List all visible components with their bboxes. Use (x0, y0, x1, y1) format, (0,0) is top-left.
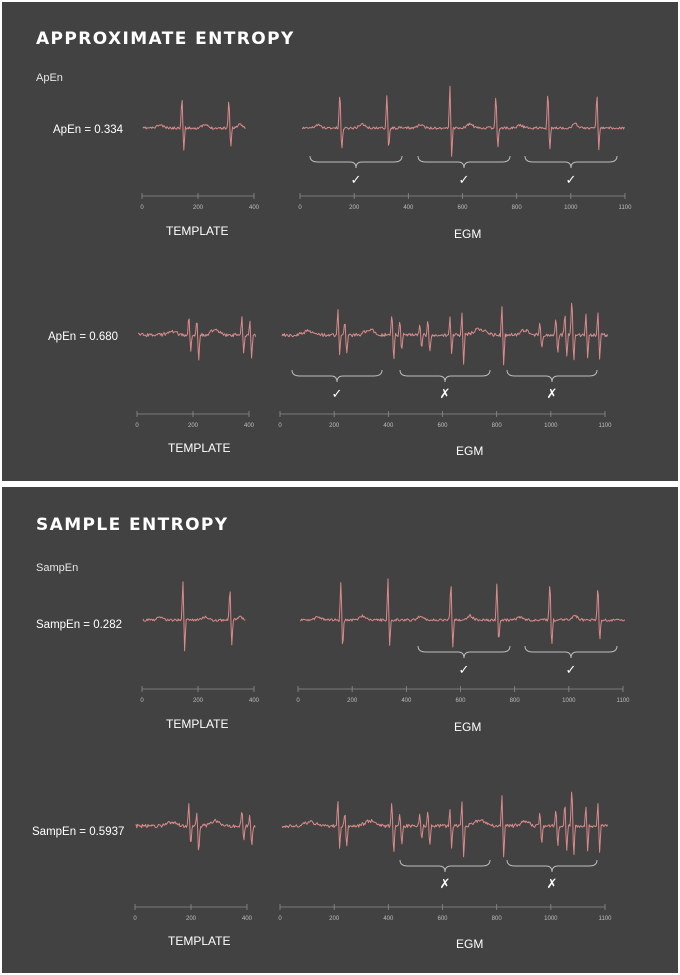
sample-entropy-panel: SAMPLE ENTROPY SampEn SampEn = 0.282 TEM… (2, 487, 678, 973)
template-axis-tick-label: 200 (193, 205, 204, 211)
row-label: SampEn = 0.5937 (32, 826, 125, 838)
egm-axis-tick-label: 800 (512, 205, 523, 211)
panel-title: SAMPLE ENTROPY (36, 515, 229, 535)
egm-axis-tick-label: 1000 (544, 916, 558, 922)
template-axis-tick-label: 0 (135, 423, 139, 429)
window-brace (399, 369, 491, 383)
egm-axis-tick-label: 1000 (562, 698, 576, 704)
egm-caption: EGM (454, 227, 482, 241)
template-trace (142, 581, 246, 652)
panel-title: APPROXIMATE ENTROPY (36, 29, 295, 49)
egm-caption: EGM (456, 937, 484, 951)
window-brace (417, 645, 511, 659)
cross-icon: ✗ (547, 387, 558, 402)
template-trace (135, 803, 256, 851)
check-icon: ✓ (566, 663, 577, 678)
check-icon: ✓ (459, 663, 470, 678)
check-icon: ✓ (351, 173, 362, 188)
window-brace (417, 155, 511, 169)
egm-caption: EGM (454, 720, 482, 734)
cross-icon: ✗ (440, 877, 451, 892)
window-brace (309, 155, 403, 169)
cross-icon: ✗ (547, 877, 558, 892)
template-caption: TEMPLATE (166, 224, 229, 238)
egm-trace (281, 302, 609, 366)
egm-axis-tick-label: 0 (278, 423, 282, 429)
egm-axis-tick-label: 600 (437, 423, 448, 429)
template-axis-tick-label: 0 (133, 916, 137, 922)
egm-axis-tick-label: 600 (437, 916, 448, 922)
egm-axis-tick-label: 600 (455, 698, 466, 704)
egm-trace (301, 85, 625, 157)
window-brace (506, 369, 598, 383)
egm-trace (299, 578, 626, 648)
row-label: ApEn = 0.334 (53, 124, 124, 136)
egm-axis-tick-label: 400 (403, 205, 414, 211)
egm-axis-tick-label: 200 (329, 916, 340, 922)
panel-subtitle: ApEn (36, 72, 63, 84)
template-axis-tick-label: 0 (140, 698, 144, 704)
template-caption: TEMPLATE (168, 441, 231, 455)
panel-subtitle: SampEn (36, 562, 79, 574)
egm-axis-tick-label: 1100 (599, 916, 613, 922)
window-brace (524, 645, 618, 659)
egm-axis-tick-label: 200 (329, 423, 340, 429)
egm-axis-tick-label: 0 (278, 916, 282, 922)
row-label: ApEn = 0.680 (48, 331, 119, 343)
egm-axis-tick-label: 1000 (564, 205, 578, 211)
egm-axis-tick-label: 1100 (599, 423, 613, 429)
template-axis-tick-label: 200 (193, 698, 204, 704)
egm-axis-tick-label: 600 (457, 205, 468, 211)
template-axis-tick-label: 0 (140, 205, 144, 211)
window-brace (506, 859, 598, 873)
approximate-entropy-panel: APPROXIMATE ENTROPY ApEn ApEn = 0.334 TE… (2, 2, 678, 481)
check-icon: ✓ (566, 173, 577, 188)
egm-trace (281, 791, 609, 858)
cross-icon: ✗ (440, 387, 451, 402)
template-axis-tick-label: 200 (186, 916, 197, 922)
window-brace (399, 859, 491, 873)
egm-axis-tick-label: 400 (383, 916, 394, 922)
row-label: SampEn = 0.282 (36, 619, 122, 631)
egm-axis-tick-label: 200 (347, 698, 358, 704)
egm-axis-tick-label: 400 (401, 698, 412, 704)
template-axis-tick-label: 400 (249, 698, 260, 704)
template-axis-tick-label: 400 (242, 916, 253, 922)
egm-axis-tick-label: 800 (492, 916, 503, 922)
window-brace (291, 369, 383, 383)
template-axis-tick-label: 400 (249, 205, 260, 211)
egm-axis-tick-label: 1000 (544, 423, 558, 429)
template-axis-tick-label: 200 (188, 423, 199, 429)
window-brace (524, 155, 618, 169)
template-trace (142, 100, 246, 151)
egm-axis-tick-label: 800 (492, 423, 503, 429)
template-caption: TEMPLATE (166, 717, 229, 731)
egm-axis-tick-label: 800 (510, 698, 521, 704)
egm-axis-tick-label: 0 (296, 698, 300, 704)
egm-axis-tick-label: 0 (298, 205, 302, 211)
template-axis-tick-label: 400 (244, 423, 255, 429)
egm-axis-tick-label: 200 (349, 205, 360, 211)
check-icon: ✓ (332, 387, 343, 402)
egm-axis-tick-label: 400 (383, 423, 394, 429)
egm-caption: EGM (456, 444, 484, 458)
template-caption: TEMPLATE (168, 934, 231, 948)
egm-axis-tick-label: 1100 (617, 698, 631, 704)
template-trace (138, 316, 257, 361)
egm-axis-tick-label: 1100 (619, 205, 633, 211)
check-icon: ✓ (459, 173, 470, 188)
